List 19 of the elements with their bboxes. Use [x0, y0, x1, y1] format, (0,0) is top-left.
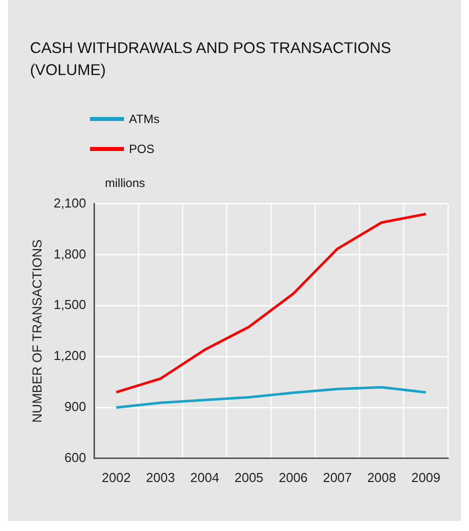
text: millions [105, 176, 146, 190]
y-tick-label: 1,500 [54, 297, 86, 312]
y-tick-label: 1,800 [54, 246, 86, 262]
x-tick-label: 2003 [146, 470, 175, 485]
x-tick-label: 2005 [234, 470, 264, 485]
x-tick-label: 2004 [190, 470, 220, 485]
x-tick-label: 2006 [278, 470, 308, 485]
legend-label: POS [129, 142, 154, 156]
x-tick-label: 2007 [322, 470, 352, 485]
legend-label: ATMs [129, 112, 160, 126]
y-axis-title: NUMBER OF TRANSACTIONS [29, 239, 44, 423]
y-tick-label: 900 [64, 399, 86, 414]
x-tick-label: 2002 [102, 470, 131, 485]
x-tick-label: 2008 [367, 470, 396, 485]
y-tick-label: 2,100 [54, 195, 86, 210]
x-tick-label: 2009 [411, 470, 440, 485]
y-tick-label: 600 [64, 450, 86, 465]
y-tick-label: 1,200 [54, 348, 86, 364]
chart-title: CASH WITHDRAWALS AND POS TRANSACTIONS (VOLUME) [30, 39, 392, 81]
